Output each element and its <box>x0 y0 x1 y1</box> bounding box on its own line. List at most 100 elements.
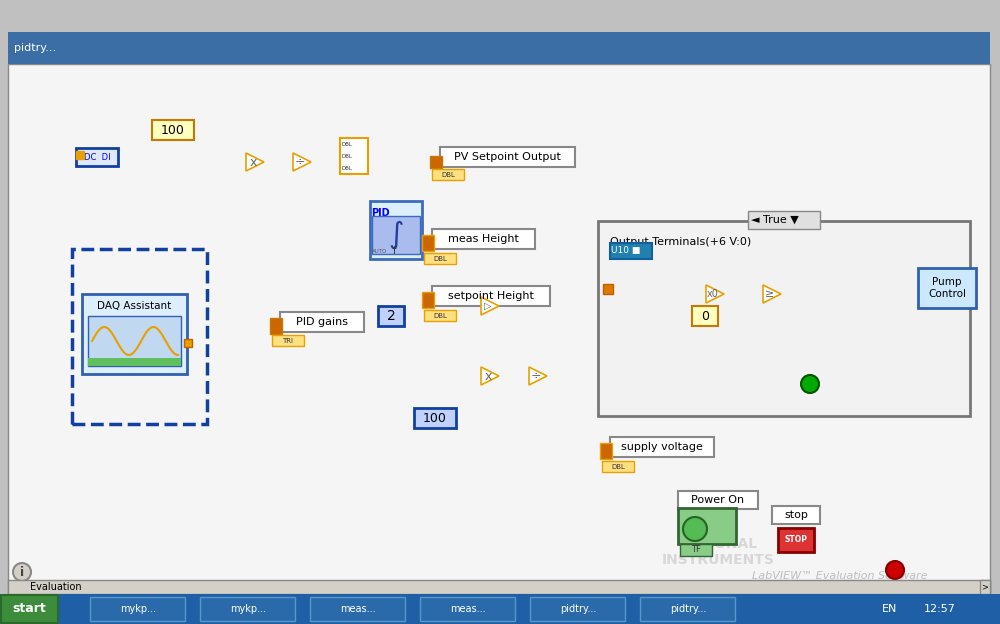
FancyBboxPatch shape <box>200 597 295 621</box>
Text: i: i <box>20 565 24 578</box>
FancyBboxPatch shape <box>76 151 84 159</box>
Text: ◄ True ▼: ◄ True ▼ <box>751 215 799 225</box>
Text: x: x <box>484 369 492 383</box>
Text: Output Terminals(+6 V:0): Output Terminals(+6 V:0) <box>610 237 751 247</box>
FancyBboxPatch shape <box>1 595 58 623</box>
FancyBboxPatch shape <box>440 147 575 167</box>
Text: >: > <box>982 582 988 592</box>
Text: ▷: ▷ <box>484 301 492 311</box>
Text: mykp...: mykp... <box>120 604 156 614</box>
FancyBboxPatch shape <box>420 597 515 621</box>
Text: 2: 2 <box>387 309 395 323</box>
Circle shape <box>683 517 707 541</box>
Text: TRI: TRI <box>283 338 294 344</box>
FancyBboxPatch shape <box>640 597 735 621</box>
Text: start: start <box>12 603 46 615</box>
FancyBboxPatch shape <box>678 491 758 509</box>
Text: DBL: DBL <box>433 313 447 319</box>
Bar <box>0 594 1000 624</box>
Text: meas...: meas... <box>340 604 376 614</box>
FancyBboxPatch shape <box>748 211 820 229</box>
Bar <box>603 284 613 294</box>
Text: 100: 100 <box>423 411 447 424</box>
Text: 100: 100 <box>161 124 185 137</box>
FancyBboxPatch shape <box>422 292 434 308</box>
FancyBboxPatch shape <box>76 148 118 166</box>
Text: TF: TF <box>691 545 701 555</box>
FancyBboxPatch shape <box>82 294 187 374</box>
Text: meas...: meas... <box>450 604 486 614</box>
FancyBboxPatch shape <box>772 506 820 524</box>
FancyBboxPatch shape <box>370 201 422 259</box>
Text: DBL: DBL <box>611 464 625 470</box>
Text: Evaluation: Evaluation <box>30 582 82 592</box>
FancyBboxPatch shape <box>598 221 970 416</box>
Text: U10 ■: U10 ■ <box>611 246 640 255</box>
Text: stop: stop <box>784 510 808 520</box>
Polygon shape <box>763 285 781 303</box>
FancyBboxPatch shape <box>678 508 736 544</box>
FancyBboxPatch shape <box>530 597 625 621</box>
Text: PID: PID <box>371 208 390 218</box>
Polygon shape <box>246 153 264 171</box>
FancyBboxPatch shape <box>918 268 976 308</box>
FancyBboxPatch shape <box>280 312 364 332</box>
Text: ÷: ÷ <box>531 369 541 383</box>
FancyBboxPatch shape <box>980 580 990 594</box>
FancyBboxPatch shape <box>432 169 464 180</box>
Text: supply voltage: supply voltage <box>621 442 703 452</box>
Text: LabVIEW™ Evaluation Software: LabVIEW™ Evaluation Software <box>752 571 928 581</box>
Bar <box>8 32 990 64</box>
FancyBboxPatch shape <box>432 286 550 306</box>
FancyBboxPatch shape <box>270 318 282 334</box>
FancyBboxPatch shape <box>310 597 405 621</box>
Circle shape <box>886 561 904 579</box>
FancyBboxPatch shape <box>88 316 181 366</box>
FancyBboxPatch shape <box>610 437 714 457</box>
FancyBboxPatch shape <box>152 120 194 140</box>
FancyBboxPatch shape <box>340 138 368 174</box>
FancyBboxPatch shape <box>372 216 420 254</box>
FancyBboxPatch shape <box>610 243 652 259</box>
FancyBboxPatch shape <box>680 544 712 556</box>
FancyBboxPatch shape <box>430 156 442 168</box>
Text: Power On: Power On <box>691 495 745 505</box>
Text: DBL: DBL <box>342 142 353 147</box>
FancyBboxPatch shape <box>414 408 456 428</box>
Text: DC  DI: DC DI <box>84 152 110 162</box>
Text: mykp...: mykp... <box>230 604 266 614</box>
FancyBboxPatch shape <box>432 229 535 249</box>
Polygon shape <box>706 285 724 303</box>
Bar <box>8 580 990 594</box>
Text: DAQ Assistant: DAQ Assistant <box>97 301 171 311</box>
Text: ≥: ≥ <box>765 289 775 299</box>
Text: ÷: ÷ <box>295 155 305 168</box>
FancyBboxPatch shape <box>424 310 456 321</box>
Text: Pump
Control: Pump Control <box>928 277 966 299</box>
Text: PV Setpoint Output: PV Setpoint Output <box>454 152 561 162</box>
FancyBboxPatch shape <box>602 461 634 472</box>
Text: DBL: DBL <box>342 165 353 170</box>
Polygon shape <box>481 367 499 385</box>
Polygon shape <box>481 297 499 315</box>
Text: x0: x0 <box>707 289 719 299</box>
Text: EN: EN <box>882 604 898 614</box>
Polygon shape <box>529 367 547 385</box>
Text: meas Height: meas Height <box>448 234 519 244</box>
Text: pidtry...: pidtry... <box>14 43 56 53</box>
Text: STOP: STOP <box>784 535 808 545</box>
Text: PID gains: PID gains <box>296 317 348 327</box>
Text: DBL: DBL <box>342 154 353 158</box>
Bar <box>88 358 181 366</box>
Text: NATIONAL
INSTRUMENTS: NATIONAL INSTRUMENTS <box>662 537 774 567</box>
Circle shape <box>13 563 31 581</box>
Text: x: x <box>249 155 257 168</box>
FancyBboxPatch shape <box>778 528 814 552</box>
Text: pidtry...: pidtry... <box>670 604 706 614</box>
Text: 12:57: 12:57 <box>924 604 956 614</box>
Text: 0: 0 <box>701 310 709 323</box>
Polygon shape <box>293 153 311 171</box>
Text: DBL: DBL <box>441 172 455 178</box>
Text: AUTO: AUTO <box>372 249 387 254</box>
FancyBboxPatch shape <box>422 235 434 251</box>
